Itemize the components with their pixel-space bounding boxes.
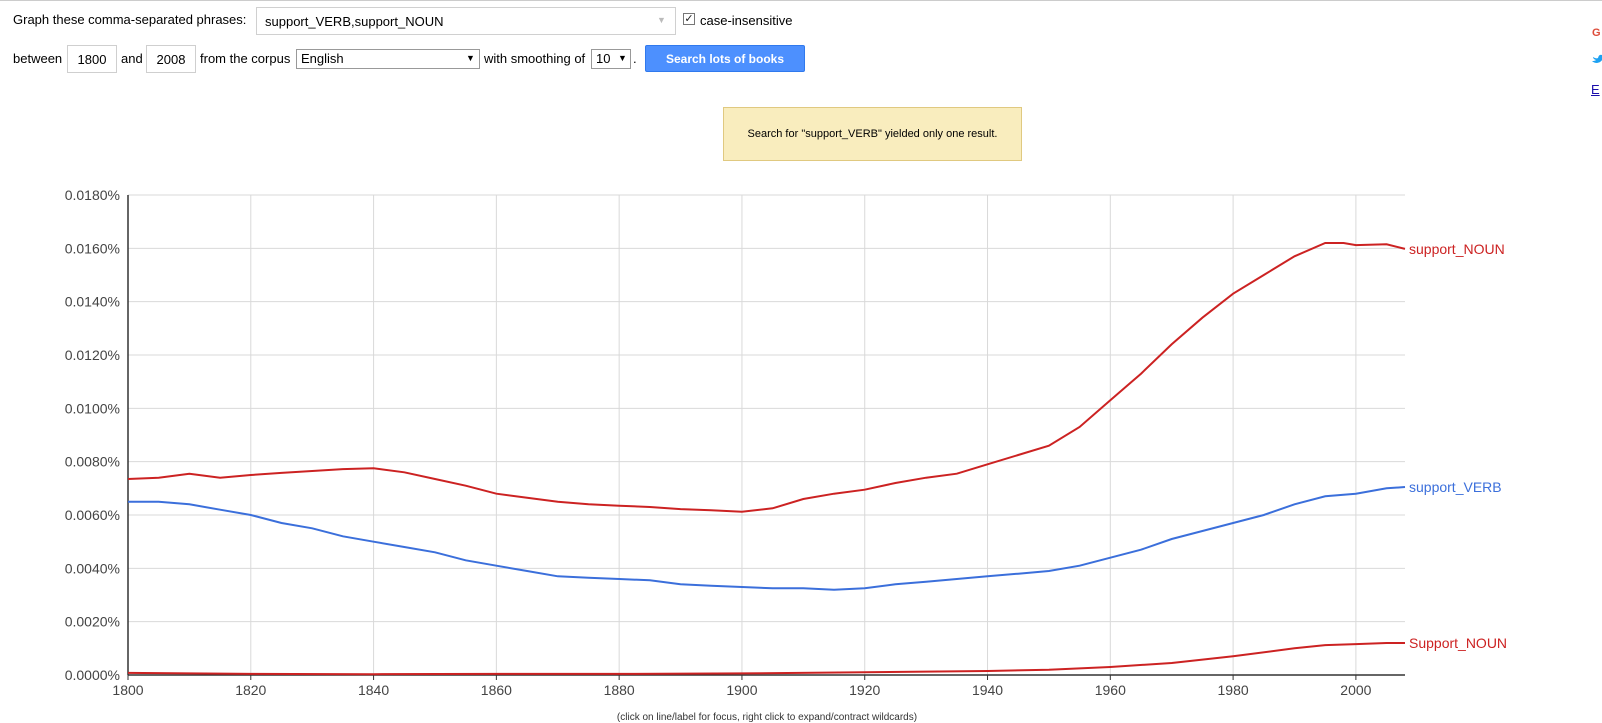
- series-label-support-verb[interactable]: support_VERB: [1409, 479, 1502, 495]
- caret-down-icon[interactable]: ▼: [618, 53, 627, 63]
- x-tick-label: 1860: [481, 682, 512, 698]
- x-tick-label: 1920: [849, 682, 880, 698]
- series-label-support-noun[interactable]: support_NOUN: [1409, 241, 1505, 257]
- x-tick-label: 1880: [604, 682, 635, 698]
- smoothing-label: with smoothing of: [484, 51, 586, 66]
- between-label: between: [13, 51, 63, 66]
- period-label: .: [633, 51, 637, 66]
- corpus-value: English: [301, 51, 344, 66]
- x-tick-label: 1820: [235, 682, 266, 698]
- check-icon: ✓: [684, 13, 694, 25]
- y-tick-label: 0.0140%: [65, 294, 120, 310]
- y-tick-label: 0.0120%: [65, 347, 120, 363]
- and-label: and: [121, 51, 143, 66]
- y-tick-label: 0.0100%: [65, 400, 120, 416]
- y-tick-label: 0.0020%: [65, 614, 120, 630]
- x-tick-label: 2000: [1340, 682, 1371, 698]
- google-plus-icon[interactable]: G: [1592, 27, 1601, 39]
- year-start-input[interactable]: 1800: [67, 45, 117, 73]
- caret-down-icon[interactable]: ▼: [466, 53, 475, 63]
- y-tick-label: 0.0040%: [65, 560, 120, 576]
- phrases-input[interactable]: support_VERB,support_NOUN: [256, 7, 676, 35]
- top-divider: [0, 0, 1602, 1]
- y-tick-label: 0.0180%: [65, 187, 120, 203]
- case-insensitive-label: case-insensitive: [700, 13, 793, 28]
- phrases-label: Graph these comma-separated phrases:: [13, 12, 247, 27]
- chevron-down-icon[interactable]: ▼: [657, 15, 666, 25]
- chart-hint: (click on line/label for focus, right cl…: [616, 712, 918, 723]
- y-tick-label: 0.0160%: [65, 240, 120, 256]
- year-end-input[interactable]: 2008: [146, 45, 196, 73]
- x-tick-label: 1960: [1095, 682, 1126, 698]
- series-line-support-noun[interactable]: [127, 642, 1405, 676]
- x-tick-label: 1840: [358, 682, 389, 698]
- twitter-bird-icon[interactable]: [1592, 52, 1602, 66]
- corpus-select[interactable]: English: [296, 49, 480, 69]
- x-tick-label: 1980: [1218, 682, 1249, 698]
- series-line-support-verb[interactable]: [128, 486, 1406, 591]
- search-button[interactable]: Search lots of books: [645, 45, 805, 72]
- smoothing-select[interactable]: 10: [591, 49, 631, 69]
- series-label-support-noun[interactable]: Support_NOUN: [1409, 635, 1507, 651]
- x-tick-label: 1940: [972, 682, 1003, 698]
- case-insensitive-checkbox[interactable]: ✓: [683, 13, 695, 25]
- y-tick-label: 0.0000%: [65, 667, 120, 683]
- x-tick-label: 1800: [112, 682, 143, 698]
- notice-banner: Search for "support_VERB" yielded only o…: [723, 107, 1022, 161]
- x-tick-label: 1900: [726, 682, 757, 698]
- series-line-support-noun[interactable]: [127, 242, 1406, 513]
- ngram-chart: 0.0000% 0.0020% 0.0040% 0.0060% 0.0080% 0.010…: [65, 187, 1507, 698]
- y-tick-label: 0.0080%: [65, 454, 120, 470]
- smoothing-value: 10: [596, 51, 611, 66]
- y-tick-label: 0.0060%: [65, 507, 120, 523]
- language-link[interactable]: E: [1591, 82, 1600, 97]
- corpus-label: from the corpus: [200, 51, 291, 66]
